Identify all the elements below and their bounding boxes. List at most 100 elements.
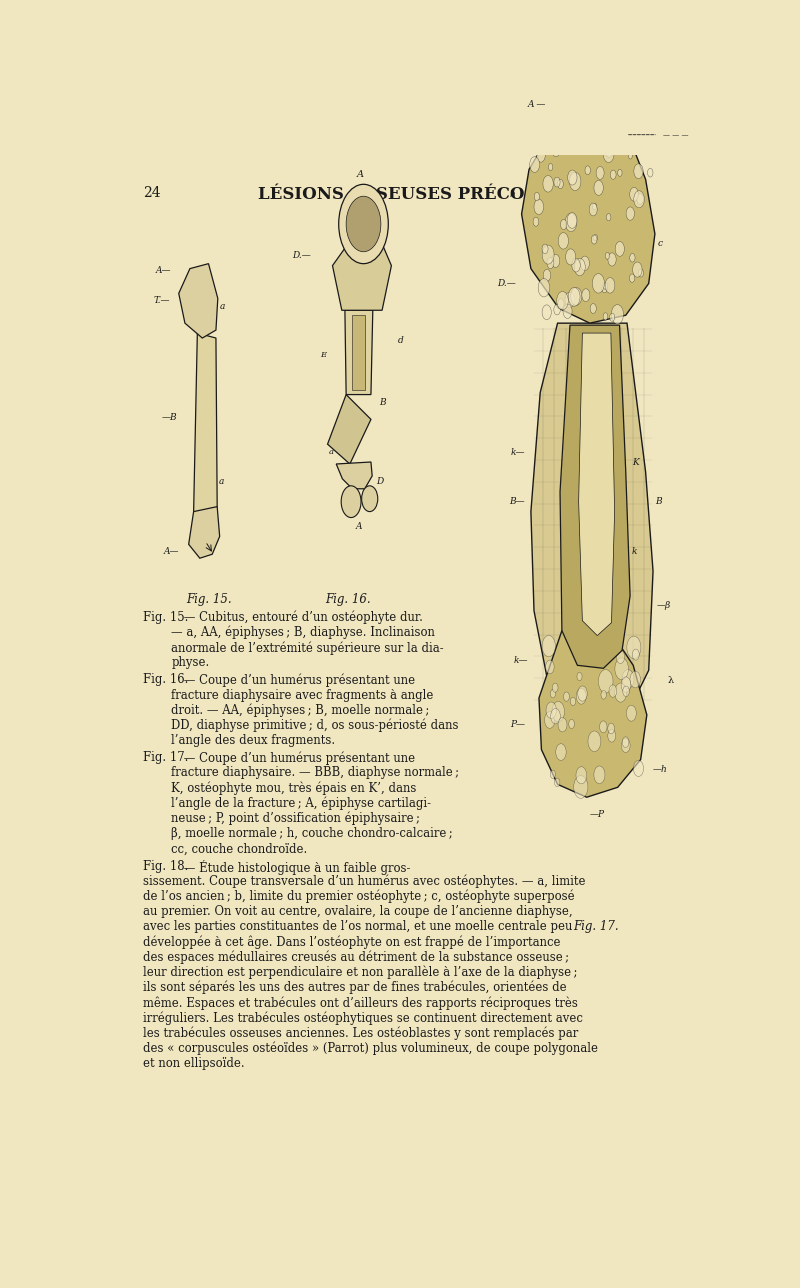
Circle shape xyxy=(638,269,643,277)
Circle shape xyxy=(637,193,643,205)
Circle shape xyxy=(599,721,607,733)
Circle shape xyxy=(626,207,634,220)
Text: B—: B— xyxy=(509,497,525,506)
Circle shape xyxy=(603,313,608,321)
Circle shape xyxy=(554,178,560,187)
Circle shape xyxy=(534,192,539,201)
Text: A: A xyxy=(357,170,364,179)
Text: l’angle de la fracture ; A, épiphyse cartilagi-: l’angle de la fracture ; A, épiphyse car… xyxy=(171,797,431,810)
Circle shape xyxy=(589,128,594,137)
Text: même. Espaces et trabécules ont d’ailleurs des rapports réciproques très: même. Espaces et trabécules ont d’ailleu… xyxy=(143,996,578,1010)
Circle shape xyxy=(563,692,570,701)
Text: B: B xyxy=(655,497,662,506)
Text: fracture diaphysaire. — BBB, diaphyse normale ;: fracture diaphysaire. — BBB, diaphyse no… xyxy=(171,766,459,779)
Circle shape xyxy=(610,313,614,321)
Circle shape xyxy=(630,274,634,282)
Circle shape xyxy=(552,143,560,157)
Circle shape xyxy=(577,672,582,680)
Circle shape xyxy=(622,738,630,752)
Circle shape xyxy=(592,640,604,659)
Circle shape xyxy=(552,683,558,692)
Circle shape xyxy=(550,689,555,698)
Circle shape xyxy=(545,712,555,728)
Text: A: A xyxy=(355,522,362,531)
Circle shape xyxy=(543,175,554,192)
Circle shape xyxy=(590,204,598,216)
Text: — Étude histologique à un faible gros-: — Étude histologique à un faible gros- xyxy=(180,859,410,875)
Circle shape xyxy=(557,291,568,310)
Circle shape xyxy=(606,214,611,220)
Text: Fig. 17.: Fig. 17. xyxy=(143,751,189,764)
Circle shape xyxy=(559,129,566,140)
Polygon shape xyxy=(178,264,218,337)
Circle shape xyxy=(630,187,638,201)
Text: irréguliers. Les trabécules ostéophytiques se continuent directement avec: irréguliers. Les trabécules ostéophytiqu… xyxy=(143,1011,583,1025)
Text: avec les parties constituantes de l’os normal, et une moelle centrale peu: avec les parties constituantes de l’os n… xyxy=(143,920,573,934)
Circle shape xyxy=(566,249,576,265)
Circle shape xyxy=(610,170,616,179)
Circle shape xyxy=(567,213,577,228)
Circle shape xyxy=(605,144,613,157)
Circle shape xyxy=(596,166,604,179)
Text: β, moelle normale ; h, couche chondro-calcaire ;: β, moelle normale ; h, couche chondro-ca… xyxy=(171,827,453,840)
Circle shape xyxy=(549,164,553,170)
Text: c: c xyxy=(658,240,663,249)
Circle shape xyxy=(593,643,602,657)
Circle shape xyxy=(530,157,539,173)
Text: leur direction est perpendiculaire et non parallèle à l’axe de la diaphyse ;: leur direction est perpendiculaire et no… xyxy=(143,966,578,979)
Text: cc, couche chondroïde.: cc, couche chondroïde. xyxy=(171,842,307,855)
Circle shape xyxy=(614,683,626,702)
Circle shape xyxy=(580,256,590,270)
Circle shape xyxy=(558,179,563,188)
Polygon shape xyxy=(578,334,614,635)
Text: Fig. 16.: Fig. 16. xyxy=(143,674,189,687)
Circle shape xyxy=(603,146,614,162)
Text: et non ellipsoïde.: et non ellipsoïde. xyxy=(143,1056,245,1070)
Circle shape xyxy=(548,134,558,152)
Circle shape xyxy=(594,234,598,241)
Circle shape xyxy=(588,732,601,751)
Text: développée à cet âge. Dans l’ostéophyte on est frappé de l’importance: développée à cet âge. Dans l’ostéophyte … xyxy=(143,935,561,949)
Circle shape xyxy=(558,233,569,249)
Circle shape xyxy=(563,89,598,144)
Polygon shape xyxy=(333,243,391,310)
Text: D: D xyxy=(376,478,383,487)
Text: k: k xyxy=(632,547,638,555)
Circle shape xyxy=(554,304,560,314)
Circle shape xyxy=(546,659,554,674)
Text: —h: —h xyxy=(653,765,668,774)
Circle shape xyxy=(634,164,643,179)
Circle shape xyxy=(577,138,582,146)
Text: k—: k— xyxy=(514,656,528,665)
Circle shape xyxy=(605,278,615,294)
Circle shape xyxy=(542,245,554,264)
Text: fracture diaphysaire avec fragments à angle: fracture diaphysaire avec fragments à an… xyxy=(171,689,434,702)
Circle shape xyxy=(554,778,560,787)
Circle shape xyxy=(576,766,586,784)
Circle shape xyxy=(534,200,544,215)
Polygon shape xyxy=(194,334,217,522)
Circle shape xyxy=(574,775,588,799)
Circle shape xyxy=(569,720,574,729)
Text: de l’os ancien ; b, limite du premier ostéophyte ; c, ostéophyte superposé: de l’os ancien ; b, limite du premier os… xyxy=(143,890,575,903)
Circle shape xyxy=(630,671,641,688)
Text: neuse ; P, point d’ossification épiphysaire ;: neuse ; P, point d’ossification épiphysa… xyxy=(171,811,420,826)
Circle shape xyxy=(535,142,541,152)
Text: h: h xyxy=(510,189,515,198)
Circle shape xyxy=(568,170,577,185)
Circle shape xyxy=(570,125,583,144)
Circle shape xyxy=(533,218,538,227)
Circle shape xyxy=(641,128,651,144)
Circle shape xyxy=(582,289,590,301)
Circle shape xyxy=(594,766,605,783)
Circle shape xyxy=(536,148,546,162)
Circle shape xyxy=(603,282,608,290)
Circle shape xyxy=(585,166,590,175)
Text: — Coupe d’un humérus présentant une: — Coupe d’un humérus présentant une xyxy=(180,751,415,765)
Text: d: d xyxy=(398,335,403,344)
Circle shape xyxy=(611,305,623,325)
Circle shape xyxy=(627,636,641,658)
Circle shape xyxy=(619,131,631,151)
Text: k—: k— xyxy=(510,448,525,456)
Circle shape xyxy=(632,649,639,661)
